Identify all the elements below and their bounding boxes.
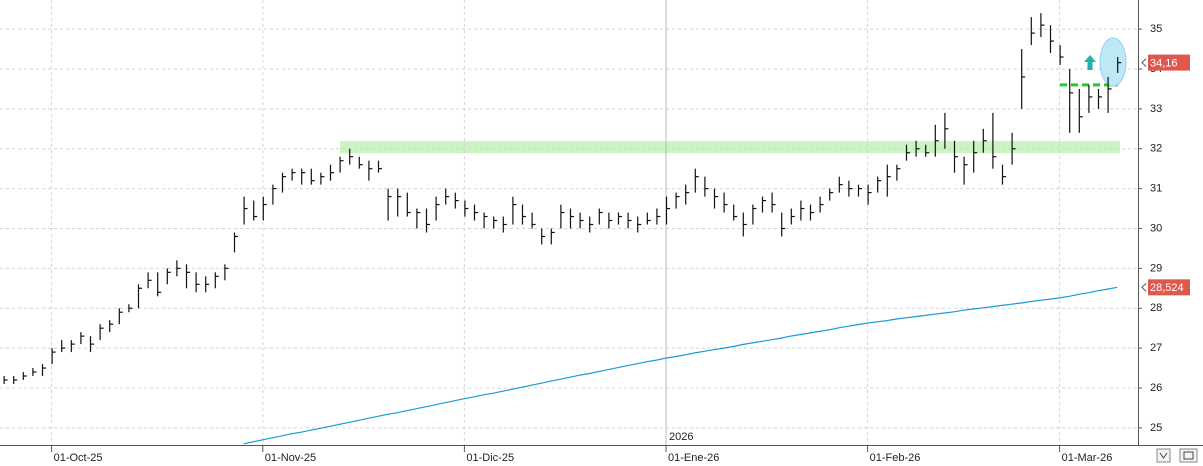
y-tick-label: 25 — [1150, 422, 1162, 434]
y-tick-label: 28 — [1150, 302, 1162, 314]
x-tick-label: 01-Mar-26 — [1062, 452, 1113, 464]
up-arrow — [1084, 55, 1096, 70]
price-tag-pointer — [1141, 58, 1147, 67]
price-tag-label: 34,16 — [1150, 58, 1178, 70]
price-tag-pointer — [1141, 282, 1147, 292]
y-tick-label: 29 — [1150, 262, 1162, 274]
support-zone — [340, 141, 1120, 154]
x-tick-label: 01-Oct-25 — [54, 452, 103, 464]
y-tick-label: 27 — [1150, 342, 1162, 354]
y-tick-label: 31 — [1150, 183, 1162, 195]
corner-button[interactable] — [1179, 448, 1198, 463]
y-tick-label: 33 — [1150, 103, 1162, 115]
y-tick-label: 35 — [1150, 23, 1162, 35]
price-tag-label: 28,524 — [1150, 282, 1184, 294]
x-tick-label: 01-Dic-25 — [466, 452, 514, 464]
year-label: 2026 — [669, 431, 693, 443]
moving-average-line — [243, 286, 1118, 445]
plot-layer — [0, 0, 1138, 445]
price-tag — [1148, 54, 1190, 71]
y-tick-label: 32 — [1150, 143, 1162, 155]
highlight-ellipse — [1099, 37, 1127, 87]
price-tag — [1148, 279, 1190, 296]
corner-icon — [1159, 452, 1168, 459]
y-tick-label: 30 — [1150, 222, 1162, 234]
x-tick-label: 01-Nov-25 — [265, 452, 316, 464]
corner-icon — [1183, 451, 1194, 460]
x-tick-label: 01-Feb-26 — [870, 452, 921, 464]
y-tick-label: 26 — [1150, 382, 1162, 394]
corner-button[interactable] — [1156, 448, 1171, 463]
x-tick-label: 01-Ene-26 — [668, 452, 719, 464]
